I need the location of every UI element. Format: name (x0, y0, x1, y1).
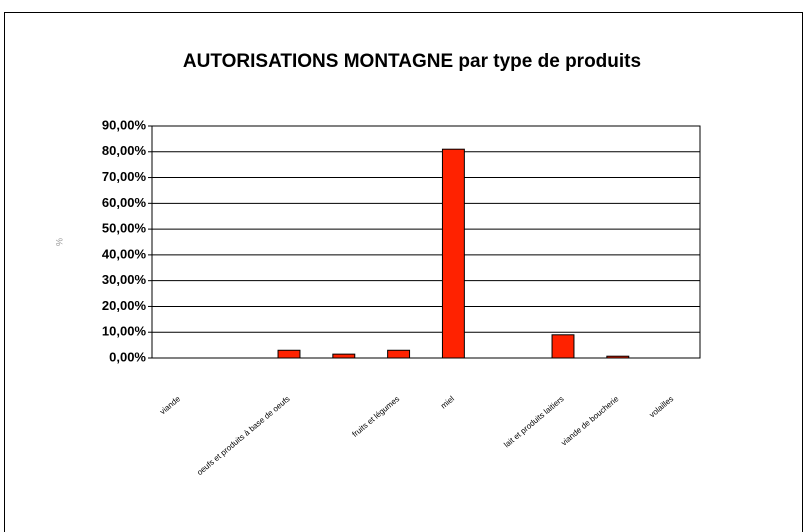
y-tick-label: 90,00% (102, 117, 147, 132)
bar (551, 334, 575, 359)
y-tick-label: 0,00% (109, 349, 146, 364)
bar (606, 355, 630, 359)
plot-frame (151, 125, 701, 359)
y-axis-label: % (54, 238, 64, 246)
bar (332, 353, 356, 359)
bar (441, 148, 465, 359)
bar (387, 349, 411, 359)
chart-title: AUTORISATIONS MONTAGNE par type de produ… (183, 51, 641, 72)
chart-frame (4, 12, 803, 532)
y-tick-label: 60,00% (102, 195, 147, 210)
y-tick-label: 10,00% (102, 324, 147, 339)
bar (277, 349, 301, 359)
y-tick-label: 70,00% (102, 169, 147, 184)
y-tick-label: 40,00% (102, 246, 147, 261)
y-tick-label: 20,00% (102, 298, 147, 313)
y-tick-label: 80,00% (102, 143, 147, 158)
y-tick-label: 30,00% (102, 272, 147, 287)
y-tick-label: 50,00% (102, 221, 147, 236)
